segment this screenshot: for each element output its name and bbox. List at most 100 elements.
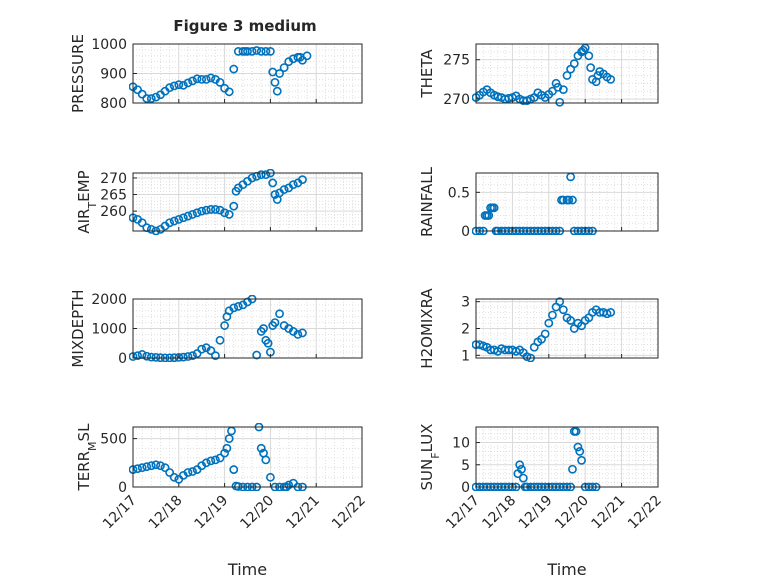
mixdepth-data-point [192,349,202,358]
terr_msl-ylabel-sub: M [86,441,99,451]
terr_msl-series [129,423,307,491]
pressure-data-point [183,78,193,88]
pressure-data-point [192,74,202,84]
pressure-ytick-label: 900 [100,67,127,83]
h2omixra-ytick-label: 3 [461,295,470,311]
theta-ytick-label: 270 [443,92,470,108]
mixdepth-ylabel: MIXDEPTH [69,289,87,367]
air_temp-data-point [256,170,266,180]
mixdepth-data-point [293,329,303,339]
air_temp-data-point [247,173,257,183]
pressure-ytick-label: 1000 [91,37,127,53]
pressure-data-point [270,77,280,87]
pressure-data-point [137,89,147,99]
air_temp-ylabel-main: AIR [75,209,93,234]
terr_msl-data-point [169,472,179,482]
pressure-data-point [215,77,225,87]
pressure-data-point [165,83,175,93]
mixdepth-data-point [263,338,273,348]
mixdepth-data-point [259,324,268,333]
mixdepth-data-point [229,303,239,313]
mixdepth-data-point [270,318,280,327]
theta-ylabel: THETA [418,49,436,99]
mixdepth-data-point [174,353,184,362]
terr_msl-data-point [188,467,197,476]
terr_msl-data-point [211,455,220,465]
air_temp-ylabel-rest: EMP [75,170,93,201]
air_temp-data-point [220,208,229,218]
theta-data-point [558,85,568,95]
rainfall-data-point [558,195,568,205]
sun_flux-ylabel-rest: LUX [418,424,436,453]
pressure-data-point [256,46,266,56]
terr_msl-axes-box [132,426,363,488]
air_temp-ytick-label: 265 [100,188,127,204]
mixdepth-data-point [178,352,188,362]
terr_msl-data-point [261,455,271,465]
subplot-rainfall: 0 0.5 RAINFALL [418,166,659,240]
air_temp-ytick-label: 270 [100,171,127,187]
air_temp-data-point [183,211,193,221]
air_temp-data-point [146,224,156,234]
mixdepth-data-point [133,351,142,361]
sun_flux-data-point [571,427,581,436]
terr_msl-data-point [220,448,229,458]
sun_flux-ylabel: SUNFLUX [418,424,442,491]
pressure-data-point [197,75,207,84]
mixdepth-ytick-label: 0 [118,351,127,367]
sun_flux-xlabel: Time [546,560,586,579]
mixdepth-data-point [298,328,307,338]
theta-data-point [586,63,596,72]
h2omixra-series [472,297,616,362]
pressure-ylabel: PRESSURE [69,34,87,113]
terr_msl-plot-area [133,427,362,487]
sun_flux-data-point [573,442,583,452]
terr_msl-data-point [222,443,232,453]
sun_flux-data-point [575,447,585,456]
terr_msl-data-point [133,464,142,474]
pressure-data-point [142,94,152,103]
terr_msl-data-point [201,458,211,468]
subplot-theta: 270 275 THETA [418,43,659,108]
sun_flux-ytick-label: 5 [461,458,470,474]
rainfall-data-point [564,195,574,205]
theta-data-point [562,71,572,80]
figure-title: Figure 3 medium [173,17,316,35]
terr_msl-data-point [183,468,193,477]
air_temp-data-point [188,210,197,219]
pressure-data-point [206,73,216,83]
theta-data-point [584,51,594,61]
theta-axes-box [475,43,659,104]
air_temp-ylabel: AIRTEMP [75,170,99,233]
sun_flux-ylabel-main: SUN [418,459,436,491]
terr_msl-data-point [151,460,161,470]
pressure-data-point [178,80,188,90]
air_temp-data-point [174,214,184,224]
mixdepth-data-point [146,352,156,362]
h2omixra-data-point [544,318,554,328]
mixdepth-data-point [215,335,225,345]
theta-plot-area [476,44,658,103]
h2omixra-data-point [606,308,616,317]
pressure-data-point [174,80,184,90]
air_temp-axes-box [132,172,363,232]
h2omixra-data-point [555,297,565,307]
terr_msl-data-point [206,456,216,466]
pressure-data-point [229,64,239,74]
pressure-data-point [247,46,257,56]
pressure-data-point [265,46,275,56]
h2omixra-ytick-label: 2 [461,322,470,338]
air_temp-data-point [298,175,307,185]
pressure-data-point [243,46,252,56]
terr_msl-data-point [165,468,175,477]
sun_flux-data-point [518,473,528,483]
mixdepth-series [129,295,307,362]
sun_flux-axes-box [475,426,659,488]
mixdepth-data-point [206,346,216,356]
sun_flux-plot-area [476,427,658,487]
mixdepth-data-point [233,301,243,311]
